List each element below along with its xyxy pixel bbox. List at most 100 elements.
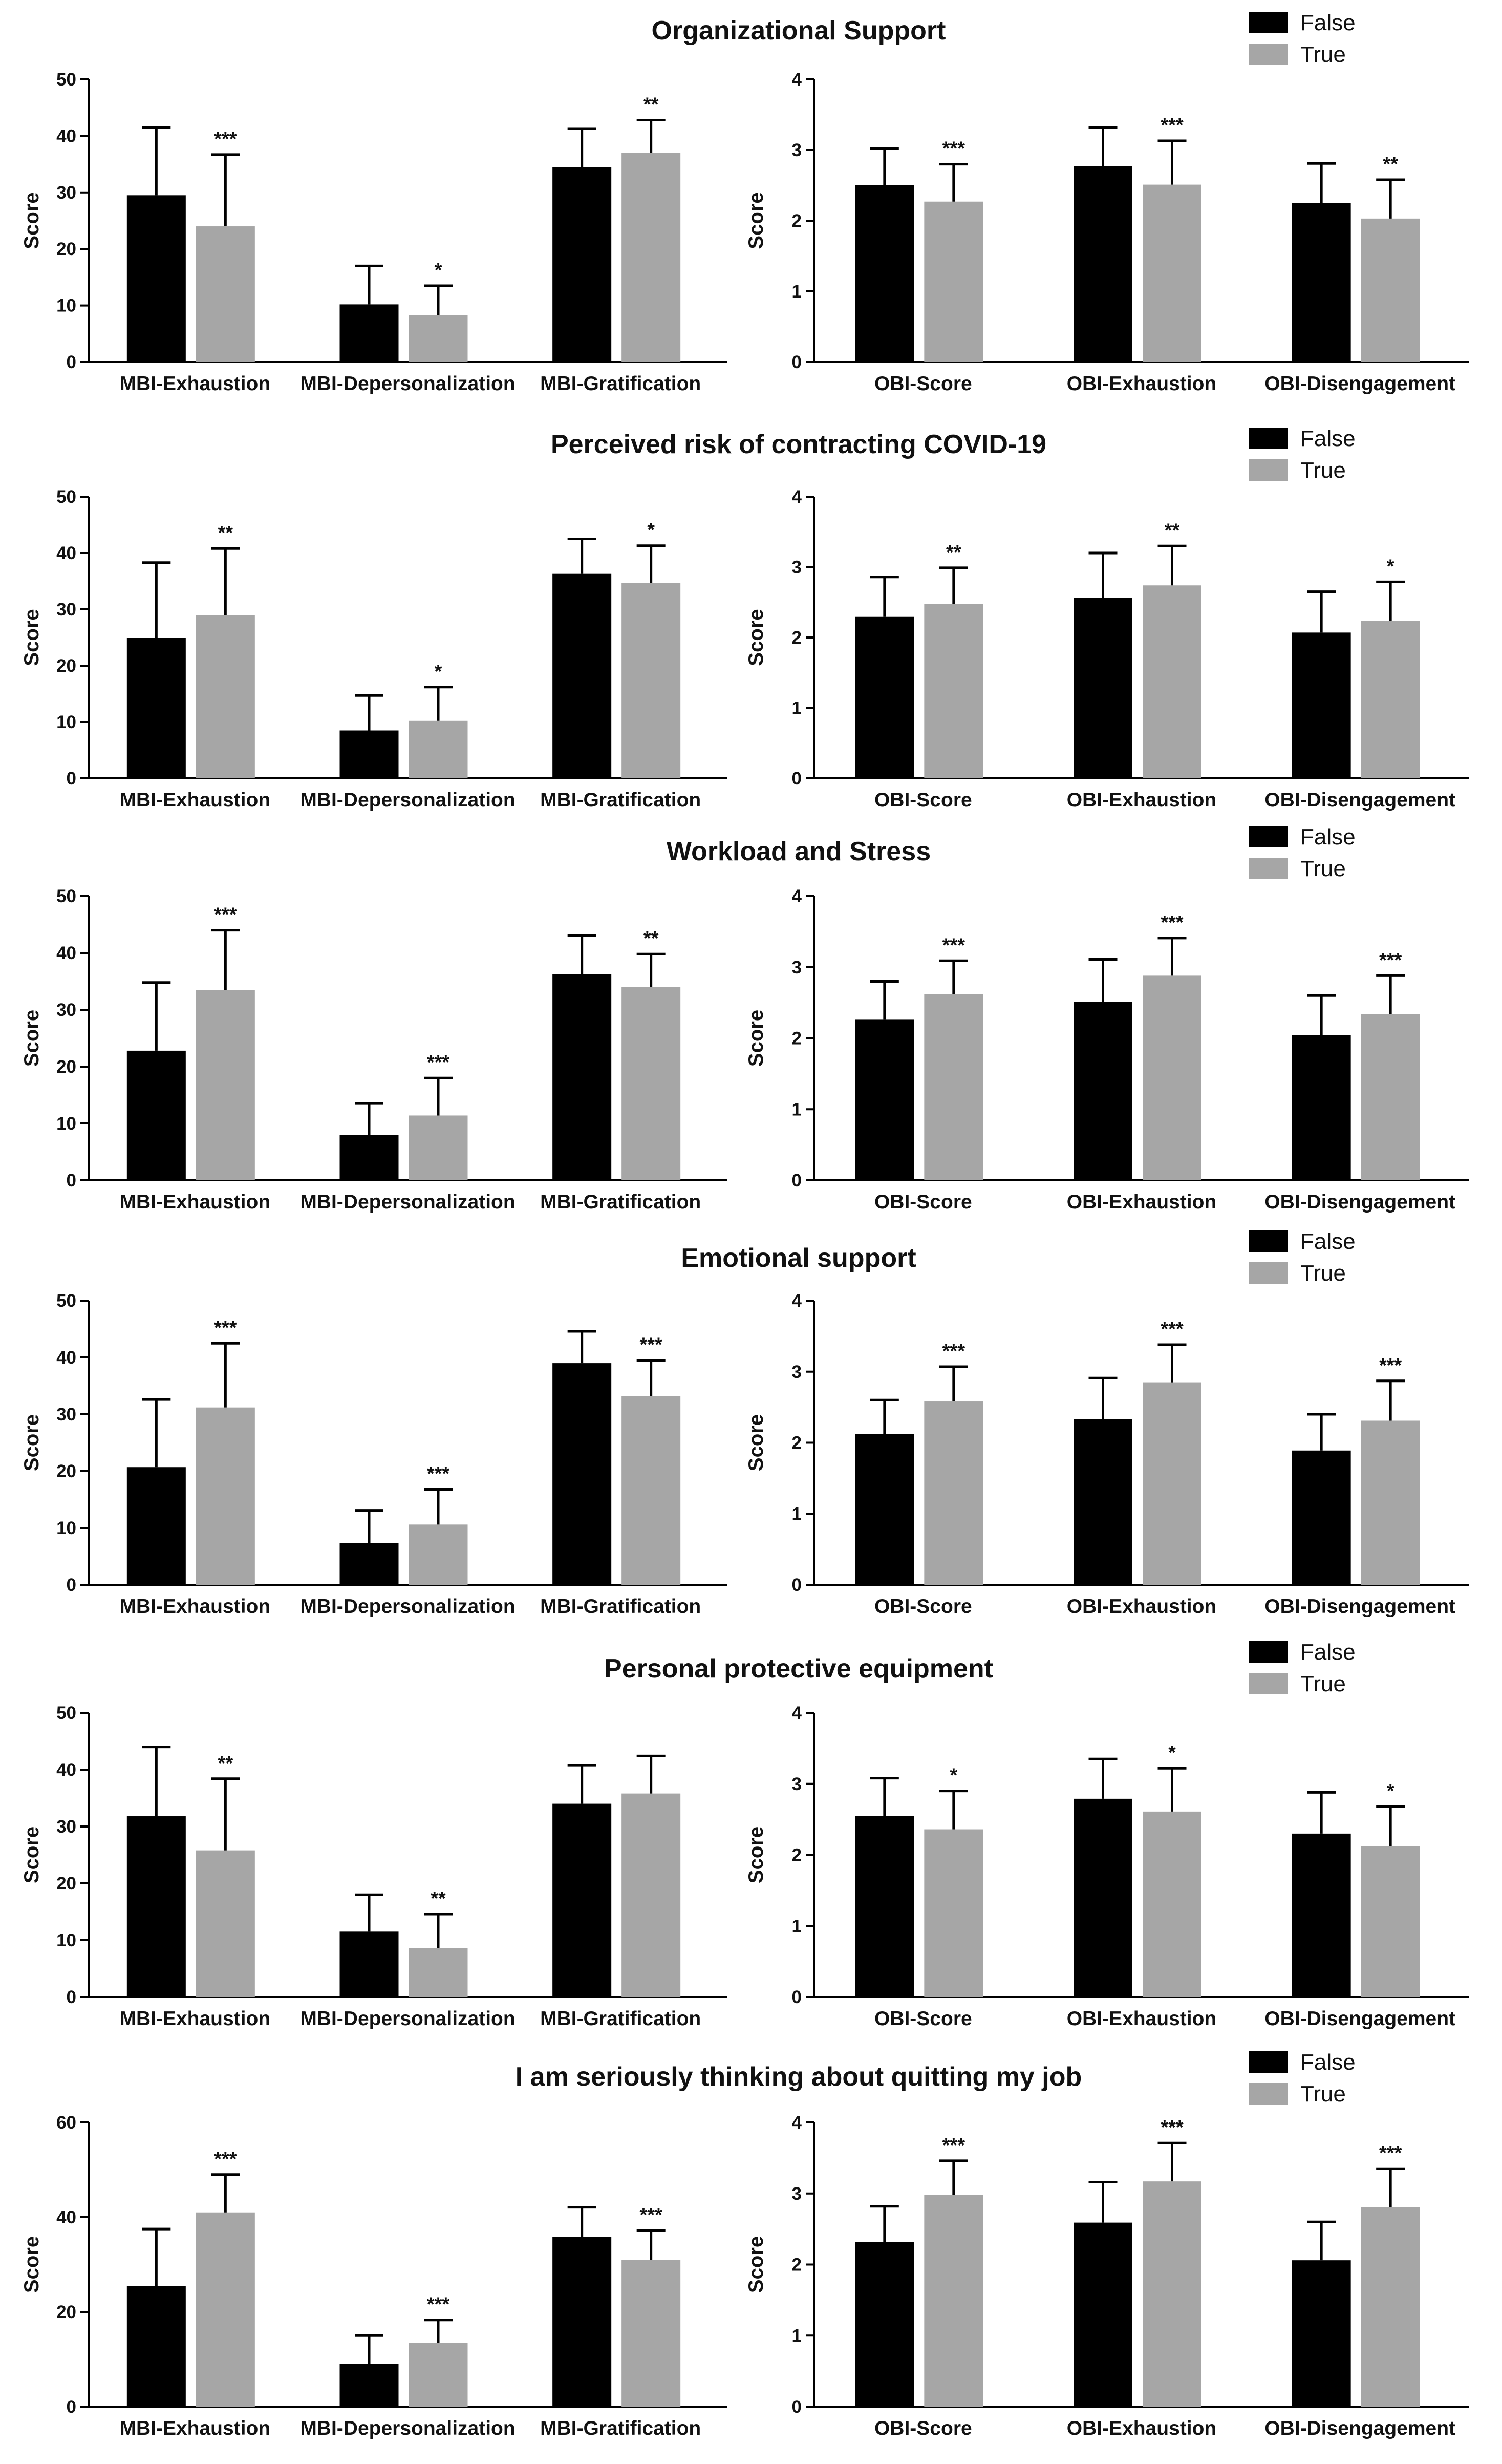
bar-false	[552, 1363, 612, 1585]
bar-false	[1292, 1833, 1351, 1997]
y-tick-label: 3	[792, 2184, 802, 2204]
category-label: MBI-Exhaustion	[119, 1596, 270, 1618]
y-tick-label: 0	[792, 2397, 802, 2417]
legend-label-false: False	[1300, 10, 1356, 35]
y-tick-label: 4	[792, 886, 802, 906]
y-tick-label: 2	[792, 1845, 802, 1865]
panel-3: Workload and Stress FalseTrue01020304050S…	[20, 824, 1469, 1213]
y-tick-label: 1	[792, 1916, 802, 1936]
y-tick-label: 60	[56, 2113, 76, 2133]
category-label: OBI-Exhaustion	[1067, 1596, 1217, 1618]
bar-false	[126, 1050, 186, 1180]
y-tick-label: 20	[56, 656, 76, 676]
subplot-mbi: 0 20 40 60 Score MBI-Exhaustion *** MBI-Deperso…	[20, 2113, 727, 2439]
bar-false	[552, 974, 612, 1180]
bar-true	[621, 1793, 681, 1997]
bar-true	[1361, 1846, 1420, 1997]
significance-marker: ***	[427, 1052, 450, 1073]
category-label: OBI-Score	[874, 1191, 972, 1213]
legend-label-true: True	[1300, 856, 1346, 881]
y-tick-label: 4	[792, 1703, 802, 1723]
significance-marker: **	[946, 542, 961, 563]
category-label: MBI-Gratification	[540, 373, 701, 395]
legend-label-false: False	[1300, 1640, 1356, 1665]
y-tick-label: 4	[792, 2113, 802, 2133]
category-label: MBI-Depersonalization	[300, 1191, 515, 1213]
y-tick-label: 4	[792, 70, 802, 90]
y-axis-title: Score	[745, 609, 767, 666]
significance-marker: **	[643, 94, 659, 115]
legend-swatch-false	[1249, 1641, 1288, 1663]
y-tick-label: 30	[56, 600, 76, 620]
y-tick-label: 40	[56, 943, 76, 963]
significance-marker: *	[950, 1765, 957, 1787]
subplot-mbi: 0 10 20 30 40 50 Score MBI-Exhaustion *** MBI-Dep…	[20, 1291, 727, 1618]
category-label: OBI-Score	[874, 789, 972, 811]
legend-label-true: True	[1300, 458, 1346, 483]
significance-marker: *	[1387, 1780, 1394, 1802]
subplot-obi: 0 1 2 3 4 Score OBI-Score *** OBI-Exhaustion *** O…	[745, 1291, 1469, 1618]
bar-false	[1292, 1035, 1351, 1180]
bar-true	[1143, 2181, 1201, 2407]
bar-false	[1074, 1419, 1132, 1585]
category-label: OBI-Disengagement	[1264, 2008, 1455, 2030]
bar-true	[409, 2343, 468, 2407]
y-tick-label: 2	[792, 211, 802, 231]
legend-label-true: True	[1300, 42, 1346, 67]
bar-false	[1074, 598, 1132, 778]
bar-true	[409, 1524, 468, 1585]
category-label: MBI-Depersonalization	[300, 2417, 515, 2439]
bar-true	[621, 583, 681, 778]
significance-marker: *	[647, 520, 655, 541]
y-tick-label: 40	[56, 126, 76, 146]
category-label: OBI-Score	[874, 2417, 972, 2439]
bar-true	[196, 2212, 255, 2407]
bar-true	[621, 153, 681, 362]
subplot-obi: 0 1 2 3 4 Score OBI-Score *** OBI-Exhaustion *** O…	[745, 886, 1469, 1213]
legend-swatch-false	[1249, 12, 1288, 33]
legend-label-false: False	[1300, 1229, 1356, 1254]
y-tick-label: 10	[56, 296, 76, 316]
y-tick-label: 1	[792, 698, 802, 718]
y-tick-label: 0	[792, 1171, 802, 1191]
y-tick-label: 2	[792, 628, 802, 648]
legend-label-false: False	[1300, 824, 1356, 849]
bar-true	[1361, 621, 1420, 778]
bar-true	[409, 1115, 468, 1180]
bar-true	[924, 604, 983, 778]
category-label: OBI-Score	[874, 373, 972, 395]
y-tick-label: 1	[792, 1099, 802, 1119]
bar-true	[924, 2195, 983, 2407]
category-label: OBI-Disengagement	[1264, 1596, 1455, 1618]
legend-swatch-false	[1249, 1230, 1288, 1252]
bar-false	[855, 616, 914, 778]
category-label: MBI-Exhaustion	[119, 2417, 270, 2439]
subplot-mbi: 0 10 20 30 40 50 Score MBI-Exhaustion ** MBI-Depe…	[20, 1703, 727, 2030]
y-tick-label: 10	[56, 712, 76, 732]
y-tick-label: 30	[56, 1000, 76, 1020]
y-axis-title: Score	[745, 1826, 767, 1883]
y-axis-title: Score	[20, 609, 43, 666]
y-tick-label: 30	[56, 1817, 76, 1837]
significance-marker: **	[218, 1753, 233, 1774]
legend-swatch-false	[1249, 428, 1288, 449]
significance-marker: *	[435, 661, 442, 683]
bar-false	[855, 2242, 914, 2407]
panel-title: I am seriously thinking about quitting m…	[516, 2062, 1082, 2092]
y-tick-label: 0	[792, 769, 802, 789]
bar-false	[552, 167, 612, 362]
y-tick-label: 1	[792, 282, 802, 302]
subplot-mbi: 0 10 20 30 40 50 Score MBI-Exhaustion *** MBI-Dep…	[20, 886, 727, 1213]
significance-marker: **	[431, 1888, 446, 1909]
bar-false	[126, 195, 186, 362]
y-axis-title: Score	[745, 192, 767, 249]
bar-false	[552, 1803, 612, 1997]
significance-marker: *	[1168, 1742, 1176, 1764]
category-label: OBI-Disengagement	[1264, 789, 1455, 811]
bar-false	[1074, 2222, 1132, 2407]
significance-marker: **	[643, 928, 659, 949]
y-axis-title: Score	[20, 2236, 43, 2293]
category-label: OBI-Exhaustion	[1067, 2417, 1217, 2439]
y-tick-label: 10	[56, 1114, 76, 1134]
